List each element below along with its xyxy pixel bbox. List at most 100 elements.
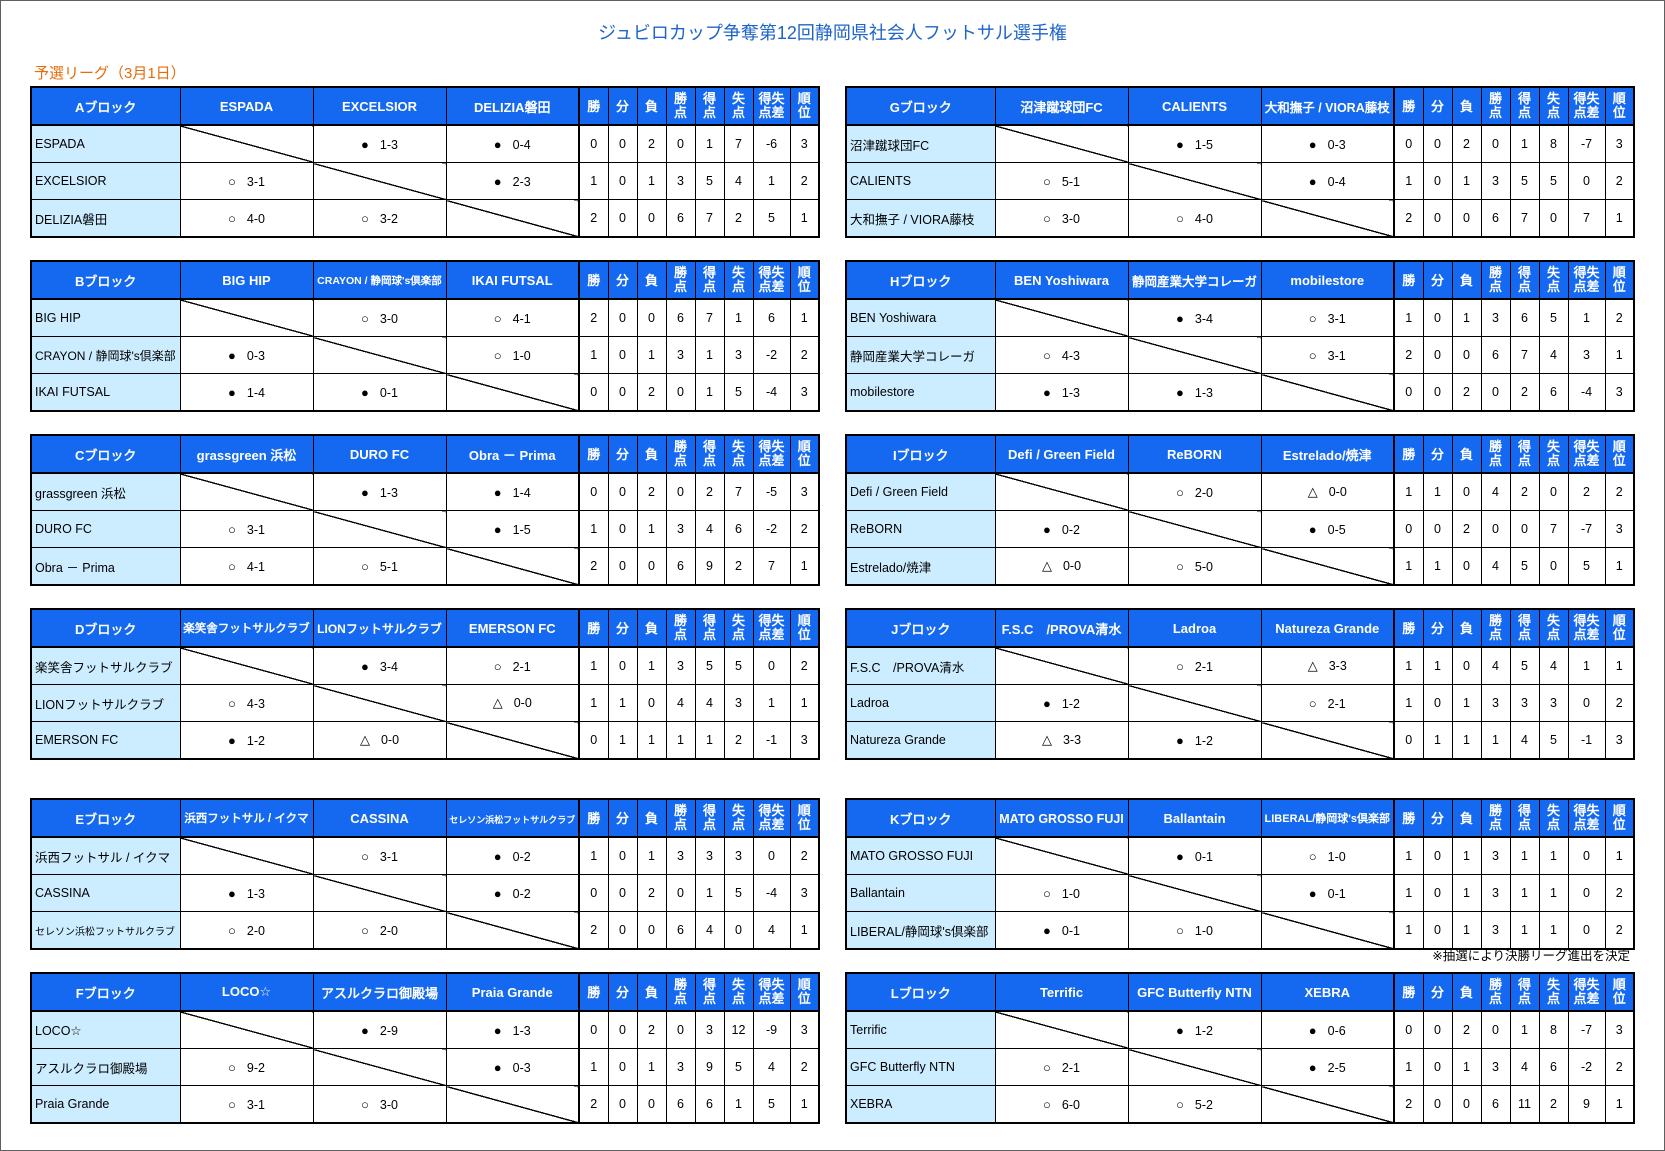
self-match-diagonal-cell: [312, 510, 447, 548]
stat-header-label: 得失点差: [758, 803, 785, 832]
loss-mark-icon: ●: [1308, 173, 1317, 189]
win-mark-icon: ○: [1043, 1059, 1051, 1075]
team-column-header: Ladroa: [1127, 608, 1262, 648]
goals-against-cell: 8: [1538, 124, 1569, 163]
draws-header: 分: [607, 434, 638, 474]
wins-cell: 0: [578, 874, 609, 912]
team-column-header: GFC Butterfly NTN: [1127, 972, 1262, 1012]
match-score: 4-1: [246, 559, 265, 574]
losses-cell: 0: [636, 547, 667, 586]
stat-header-label: 失点: [732, 977, 746, 1006]
draws-cell: 0: [1422, 124, 1453, 163]
block-h-container: Hブロック BEN Yoshiwara 静岡産業大学コレーガ mobilestore 勝…: [845, 260, 1635, 412]
team-column-header: DURO FC: [312, 434, 447, 474]
loss-mark-icon: ●: [228, 384, 236, 400]
row-team-name: BIG HIP: [30, 298, 181, 337]
wins-cell: 1: [578, 684, 609, 722]
team-row: Ballantain ○ 1-0 ● 0-1 1 0 1 3 1 1 0 2: [845, 874, 1635, 912]
goal-difference-cell: 0: [1567, 911, 1606, 950]
row-team-label: Terrific: [850, 1023, 887, 1038]
row-team-label: CRAYON / 静岡球's倶楽部: [35, 348, 176, 363]
wins-cell: 1: [1393, 472, 1424, 511]
self-match-diagonal-cell: [312, 684, 447, 722]
block-name-header: Jブロック: [845, 608, 996, 648]
wins-cell: 2: [578, 1085, 609, 1124]
rank-header: 順位: [1604, 86, 1635, 126]
goals-against-cell: 4: [1538, 646, 1569, 685]
win-mark-icon: ○: [1308, 848, 1317, 864]
stat-header-label: 分: [1430, 272, 1444, 288]
goal-difference-cell: -7: [1567, 124, 1606, 163]
team-row: Ladroa ● 1-2 ○ 2-1 1 0 1 3 3 3 0 2: [845, 684, 1635, 722]
points-cell: 6: [665, 298, 696, 337]
win-mark-icon: ○: [361, 1096, 369, 1112]
block-j-container: Jブロック F.S.C /PROVA清水 Ladroa Natureza Grande…: [845, 608, 1635, 760]
stat-header-label: 分: [615, 620, 629, 636]
goals-against-cell: 1: [1538, 874, 1569, 912]
points-header: 勝点: [665, 798, 696, 838]
block-name-label: Fブロック: [75, 985, 136, 1001]
goals-for-cell: 7: [694, 199, 725, 238]
win-mark-icon: ○: [1308, 347, 1317, 363]
team-column-label: 静岡産業大学コレーガ: [1131, 274, 1257, 289]
goals-against-header: 失点: [723, 86, 754, 126]
goals-against-cell: 2: [723, 547, 754, 586]
goals-for-cell: 5: [1509, 162, 1540, 200]
match-result-cell: △ 0-0: [445, 684, 580, 722]
loss-mark-icon: ●: [361, 384, 369, 400]
wins-header: 勝: [578, 798, 609, 838]
match-score: 0-1: [1194, 849, 1213, 864]
wins-cell: 1: [578, 510, 609, 548]
match-score: 3-1: [1327, 311, 1346, 326]
rank-cell: 2: [789, 646, 820, 685]
team-column-header: 楽笑舎フットサルクラブ: [179, 608, 314, 648]
stat-header-label: 勝: [1402, 810, 1416, 826]
losses-cell: 1: [636, 836, 667, 875]
rank-header: 順位: [789, 86, 820, 126]
row-team-label: LIONフットサルクラブ: [35, 697, 165, 712]
match-result-cell: ● 1-2: [1127, 1010, 1262, 1049]
header-row: Lブロック Terrific GFC Butterfly NTN XEBRA 勝分負勝点…: [845, 972, 1635, 1012]
stat-header-label: 得点: [703, 265, 717, 294]
rank-cell: 2: [1604, 911, 1635, 950]
draw-mark-icon: △: [359, 732, 370, 747]
team-column-header: EMERSON FC: [445, 608, 580, 648]
wins-cell: 0: [578, 124, 609, 163]
goals-for-cell: 1: [694, 124, 725, 163]
wins-cell: 1: [1393, 874, 1424, 912]
self-match-diagonal-cell: [445, 1085, 580, 1124]
block-name-header: Lブロック: [845, 972, 996, 1012]
self-match-diagonal-cell: [994, 646, 1129, 685]
win-mark-icon: ○: [361, 558, 369, 574]
loss-mark-icon: ●: [1308, 136, 1317, 152]
draws-cell: 0: [607, 911, 638, 950]
points-cell: 0: [1480, 510, 1511, 548]
row-team-name: CRAYON / 静岡球's倶楽部: [30, 336, 181, 374]
team-column-label: BIG HIP: [222, 273, 271, 289]
match-result-cell: ● 0-6: [1260, 1010, 1395, 1049]
self-match-diagonal-cell: [312, 162, 447, 200]
match-score: 2-3: [512, 174, 531, 189]
draws-cell: 0: [1422, 336, 1453, 374]
team-row: CALIENTS ○ 5-1 ● 0-4 1 0 1 3 5 5 0 2: [845, 162, 1635, 200]
draws-cell: 0: [1422, 298, 1453, 337]
losses-cell: 0: [1451, 646, 1482, 685]
stat-header-label: 失点: [732, 803, 746, 832]
draws-header: 分: [607, 972, 638, 1012]
team-column-header: BEN Yoshiwara: [994, 260, 1129, 300]
row-team-label: DURO FC: [35, 522, 92, 537]
match-result-cell: ● 1-3: [1127, 373, 1262, 412]
draws-cell: 0: [1422, 1048, 1453, 1086]
stat-header-label: 負: [1459, 984, 1473, 1000]
losses-cell: 2: [1451, 124, 1482, 163]
goals-against-header: 失点: [723, 260, 754, 300]
win-mark-icon: ○: [1043, 1096, 1051, 1112]
points-cell: 6: [1480, 199, 1511, 238]
goal-difference-header: 得失点差: [1567, 434, 1606, 474]
stat-header-label: 順位: [797, 977, 811, 1006]
match-score: 3-0: [379, 1097, 398, 1112]
draws-cell: 1: [1422, 646, 1453, 685]
match-result-cell: ○ 6-0: [994, 1085, 1129, 1124]
goals-against-cell: 3: [723, 836, 754, 875]
goal-difference-cell: -2: [752, 510, 791, 548]
